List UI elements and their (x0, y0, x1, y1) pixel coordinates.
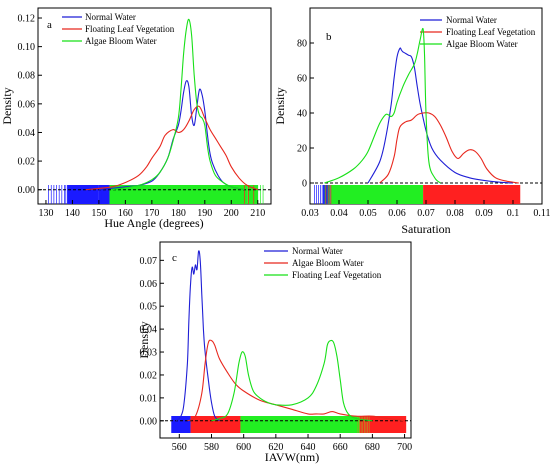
y-tick-label: 0.06 (18, 99, 36, 110)
y-tick-label: 0.01 (140, 393, 158, 404)
rug-band (359, 416, 407, 433)
y-tick-label: 0.07 (140, 256, 158, 267)
rug-band (67, 185, 99, 204)
x-tick-label: 0.03 (301, 208, 319, 219)
legend: Normal Water Floating Leaf Vegetation Al… (62, 12, 175, 46)
x-tick-label: 160 (118, 208, 133, 219)
y-tick-label: 0.05 (140, 302, 158, 313)
x-tick-label: 0.09 (475, 208, 493, 219)
x-tick-label: 640 (301, 442, 316, 453)
y-tick-label: 0.00 (18, 185, 36, 196)
rug-band (190, 416, 241, 433)
x-tick-label: 0.11 (533, 208, 550, 219)
legend-normal-water: Normal Water (292, 246, 343, 256)
x-tick-label: 660 (333, 442, 348, 453)
y-tick-label: 0.12 (18, 14, 36, 25)
y-tick-label: 0.04 (140, 325, 158, 336)
x-axis-label: Hue Angle (degrees) (104, 216, 203, 230)
series-normal-water (98, 80, 245, 191)
series-algae-bloom-water (112, 18, 245, 191)
series-floating-leaf-vegetation (379, 112, 519, 184)
legend-floating-leaf: Floating Leaf Vegetation (292, 270, 382, 280)
y-tick-label: 0 (302, 179, 307, 190)
x-tick-label: 170 (144, 208, 159, 219)
y-axis-label: Density (273, 87, 287, 124)
y-tick-label: 0.10 (18, 42, 36, 53)
y-axis-label: Density (137, 321, 151, 358)
x-axis-label: IAVW(nm) (265, 450, 319, 464)
x-tick-label: 180 (171, 208, 186, 219)
legend-floating-leaf: Floating Leaf Vegetation (85, 24, 175, 34)
plot-frame (159, 241, 412, 439)
x-tick-label: 200 (224, 208, 239, 219)
x-tick-label: 560 (172, 442, 187, 453)
x-tick-label: 0.07 (417, 208, 435, 219)
x-tick-label: 0.05 (359, 208, 377, 219)
x-tick-label: 210 (250, 208, 265, 219)
x-tick-label: 620 (268, 442, 283, 453)
legend-normal-water: Normal Water (446, 15, 497, 25)
rug-band (330, 185, 424, 204)
y-tick-label: 0.06 (140, 279, 158, 290)
series-algae-bloom-water (187, 339, 405, 422)
rug-band (423, 185, 521, 204)
y-tick-label: 0.02 (18, 157, 36, 168)
x-tick-label: 150 (91, 208, 106, 219)
legend-normal-water: Normal Water (85, 12, 136, 22)
y-tick-label: 80 (297, 39, 307, 50)
rug-band (171, 416, 191, 433)
y-axis-label: Density (0, 87, 14, 124)
series-normal-water (175, 250, 220, 422)
x-tick-label: 130 (38, 208, 53, 219)
panel-label: b (326, 31, 332, 43)
y-tick-label: 0.03 (140, 348, 158, 359)
y-tick-label: 20 (297, 144, 307, 155)
x-tick-label: 700 (397, 442, 412, 453)
x-tick-label: 680 (365, 442, 380, 453)
legend-algae-bloom: Algae Bloom Water (446, 39, 518, 49)
legend: Normal Water Floating Leaf Vegetation Al… (420, 15, 536, 49)
panel-c: c Density IAVW(nm) Normal Water Algae Bl… (137, 241, 412, 464)
legend-algae-bloom: Algae Bloom Water (85, 36, 157, 46)
y-tick-label: 0.02 (140, 370, 158, 381)
legend: Normal Water Algae Bloom Water Floating … (264, 246, 382, 280)
x-tick-label: 0.08 (446, 208, 464, 219)
y-tick-label: 40 (297, 109, 307, 120)
rug-band (323, 185, 331, 204)
x-tick-label: 140 (65, 208, 80, 219)
panel-label: c (172, 252, 177, 264)
panel-label: a (47, 19, 52, 31)
x-tick-label: 0.06 (388, 208, 406, 219)
x-tick-label: 0.04 (330, 208, 348, 219)
rug-band (240, 416, 360, 433)
series-normal-water (367, 47, 514, 184)
x-tick-label: 600 (236, 442, 251, 453)
legend-algae-bloom: Algae Bloom Water (292, 258, 364, 268)
x-axis-label: Saturation (401, 222, 450, 236)
panel-b: b Density Saturation Normal Water Floati… (273, 7, 550, 236)
x-tick-label: 0.1 (507, 208, 520, 219)
panel-a: a Density Hue Angle (degrees) Normal Wat… (0, 7, 272, 230)
y-tick-label: 0.08 (18, 71, 36, 82)
y-tick-label: 0.00 (140, 416, 158, 427)
x-tick-label: 580 (204, 442, 219, 453)
legend-floating-leaf: Floating Leaf Vegetation (446, 27, 536, 37)
y-tick-label: 0.04 (18, 128, 36, 139)
series-algae-bloom-water (324, 27, 441, 184)
series-floating-leaf-vegetation (211, 339, 373, 422)
x-tick-label: 190 (197, 208, 212, 219)
y-tick-label: 60 (297, 74, 307, 85)
series-floating-leaf-vegetation (85, 105, 258, 191)
